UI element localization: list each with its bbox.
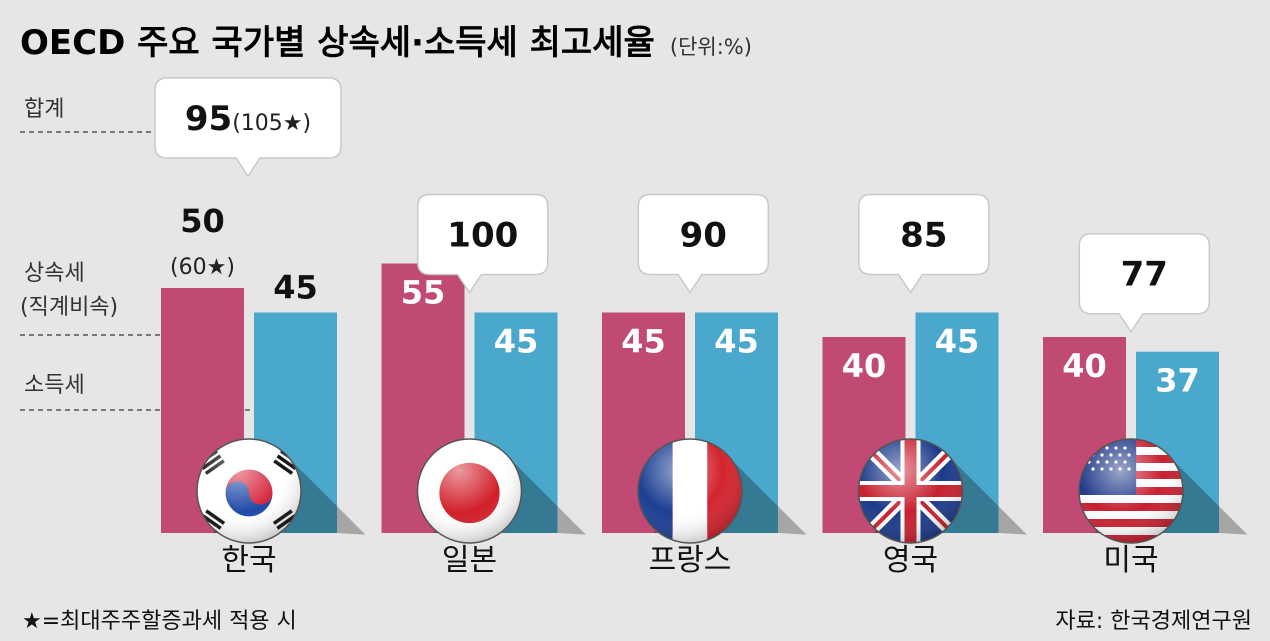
total-value-1: 100	[447, 216, 518, 256]
country-label-1: 일본	[442, 543, 497, 578]
total-value-4: 77	[1121, 255, 1168, 295]
france-flag-icon	[637, 438, 743, 544]
total-callout-3: 85	[858, 193, 990, 294]
income-value-2: 45	[714, 323, 759, 361]
inheritance-value-2: 45	[621, 323, 666, 361]
total-callout-box-4	[1078, 232, 1211, 334]
chart-title: OECD 주요 국가별 상속세·소득세 최고세율 (단위:%)	[20, 23, 752, 63]
japan-flag-icon	[416, 438, 523, 544]
total-callout-2: 90	[637, 193, 770, 294]
total-number-4: 77	[1121, 255, 1168, 295]
total-note-0: (105★)	[232, 111, 311, 136]
inheritance-value-4: 40	[1062, 347, 1107, 385]
legend-inheritance-label: 상속세	[24, 261, 85, 286]
total-value-3: 85	[900, 216, 947, 256]
bars-group: 50 (60★) 45 95(105★) 한국 55 45 100 일본 45 45 90 프랑스 40 4…	[154, 77, 1248, 578]
total-callout-4: 77	[1078, 232, 1211, 334]
inheritance-value-0: 50	[180, 202, 225, 240]
inheritance-value-1: 55	[401, 274, 446, 312]
total-value-0: 95(105★)	[185, 99, 311, 139]
country-label-3: 영국	[883, 543, 938, 578]
unit-label: (단위:%)	[670, 35, 752, 59]
income-value-1: 45	[494, 323, 539, 361]
source-note: 자료: 한국경제연구원	[1055, 609, 1252, 634]
usa-flag-icon	[1078, 438, 1184, 544]
total-callout-box-0	[154, 77, 342, 178]
country-label-0: 한국	[221, 543, 276, 578]
income-value-3: 45	[935, 323, 980, 361]
country-label-4: 미국	[1103, 543, 1158, 578]
total-number-3: 85	[900, 216, 947, 256]
total-number-1: 100	[447, 216, 518, 256]
total-number-0: 95	[185, 99, 232, 139]
legend-total-label: 합계	[24, 97, 64, 122]
total-callout-box-1	[417, 193, 549, 294]
total-callout-1: 100	[417, 193, 549, 294]
legend-income-label: 소득세	[24, 373, 85, 398]
legend-inheritance-sub-label: (직계비속)	[20, 295, 118, 320]
total-number-2: 90	[680, 216, 727, 256]
total-callout-box-2	[637, 193, 770, 294]
korea-flag-icon	[196, 438, 302, 544]
total-value-2: 90	[680, 216, 727, 256]
footnote: ★=최대주주할증과세 적용 시	[22, 609, 297, 634]
inheritance-note-0: (60★)	[170, 255, 235, 280]
income-value-4: 37	[1155, 362, 1200, 400]
inheritance-value-3: 40	[842, 347, 887, 385]
total-callout-0: 95(105★)	[154, 77, 342, 178]
country-label-2: 프랑스	[649, 543, 732, 578]
income-value-0: 45	[273, 269, 318, 307]
uk-flag-icon	[857, 438, 964, 544]
total-callout-box-3	[858, 193, 990, 294]
